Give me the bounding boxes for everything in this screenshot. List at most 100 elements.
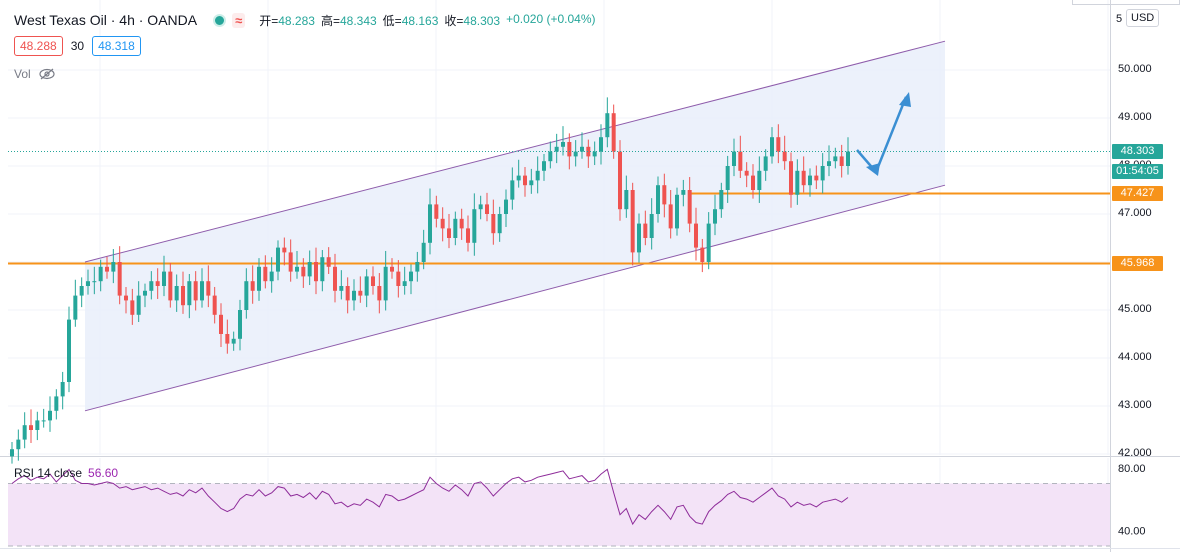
candle-body: [181, 286, 185, 306]
price-axis-tick: 45.000: [1118, 303, 1152, 315]
projection-arrows[interactable]: [856, 92, 911, 176]
low-label: 低=: [382, 13, 402, 28]
candle-body: [599, 137, 603, 152]
candle-body: [820, 166, 825, 181]
candle-body: [364, 276, 369, 296]
candle-body: [244, 281, 249, 310]
candle-body: [751, 175, 755, 190]
candle-body: [301, 266, 306, 277]
high-label: 高=: [320, 13, 340, 28]
candle-body: [345, 286, 350, 301]
candle-body: [447, 228, 451, 238]
candle-body: [174, 286, 179, 301]
level-lower-tag: 45.968: [1112, 256, 1163, 271]
candle-body: [16, 439, 21, 450]
candle-body: [687, 190, 692, 224]
candle-body: [776, 137, 781, 152]
candle-body: [339, 286, 344, 291]
candle-body: [554, 146, 559, 152]
price-axis-tick: 43.000: [1118, 399, 1152, 411]
rsi-band: [8, 483, 1110, 546]
candle-body: [48, 410, 52, 421]
candle-body: [396, 271, 401, 286]
candle-body: [472, 209, 477, 243]
volume-label: Vol: [14, 67, 31, 81]
candle-body: [649, 214, 654, 238]
candle-body: [459, 218, 464, 229]
trend-channel[interactable]: [84, 40, 946, 412]
change-value: +0.020 (+0.04%): [506, 11, 596, 26]
candle-body: [801, 170, 806, 186]
rsi-pane: 80.00 40.00: [8, 463, 1146, 547]
candle-body: [35, 420, 40, 430]
candle-body: [466, 228, 470, 243]
chart-header: West Texas Oil · 4h · OANDA ≈ 开=48.283 高…: [14, 10, 596, 30]
candle-body: [808, 175, 812, 186]
candle-body: [282, 247, 287, 253]
candle-body: [206, 281, 211, 296]
open-label: 开=: [259, 13, 279, 28]
candle-body: [238, 310, 242, 339]
candle-body: [814, 175, 819, 181]
candle-body: [504, 199, 508, 214]
candle-body: [719, 190, 724, 210]
candle-body: [542, 161, 546, 171]
candle-body: [694, 223, 698, 248]
spread-value: 30: [70, 39, 85, 53]
candle-body: [630, 190, 635, 253]
candle-body: [637, 223, 641, 253]
candle-body: [453, 218, 458, 238]
candle-body: [41, 420, 46, 422]
data-delay-icon: ≈: [232, 12, 246, 28]
hidden-eye-icon[interactable]: [39, 68, 55, 80]
candle-body: [136, 295, 141, 315]
candle-body: [516, 175, 521, 181]
candle-body: [700, 247, 705, 262]
rsi-label: RSI 14 close: [14, 466, 83, 480]
axis-partial-top-label: 5: [1116, 13, 1123, 25]
candle-body: [523, 175, 527, 186]
candle-body: [846, 151, 850, 166]
candle-body: [675, 194, 679, 229]
close-value: 48.303: [463, 13, 501, 28]
level-upper-tag: 47.427: [1112, 186, 1163, 201]
arrow-head-down-icon: [866, 163, 880, 176]
candle-body: [124, 295, 128, 301]
candle-body: [421, 242, 426, 262]
candle-body: [98, 266, 103, 282]
candle-body: [390, 266, 394, 272]
rsi-legend[interactable]: RSI 14 close 56.60: [14, 466, 118, 480]
candle-body: [60, 382, 65, 397]
rsi-axis-tick: 80.00: [1118, 463, 1146, 475]
candle-body: [757, 170, 762, 190]
buy-button[interactable]: 48.318: [92, 36, 141, 56]
candle-body: [86, 281, 90, 286]
candle-body: [529, 180, 534, 186]
price-axis-tick: 42.000: [1118, 447, 1152, 459]
price-axis-tick: 49.000: [1118, 111, 1152, 123]
candle-body: [352, 290, 356, 301]
symbol-title[interactable]: West Texas Oil · 4h · OANDA: [14, 12, 198, 28]
candle-body: [162, 271, 166, 286]
candle-body: [725, 166, 730, 190]
open-value: 48.283: [278, 13, 315, 28]
candle-body: [111, 262, 116, 272]
candle-body: [478, 204, 483, 210]
candle-body: [592, 151, 597, 157]
high-value: 48.343: [339, 13, 377, 28]
candle-body: [833, 156, 838, 162]
price-axis-tick: 50.000: [1118, 63, 1152, 75]
arrow-head-up-icon: [899, 92, 911, 107]
channel-lower-line: [84, 184, 946, 412]
candle-body: [263, 266, 268, 282]
currency-button[interactable]: USD: [1126, 9, 1160, 27]
sell-button[interactable]: 48.288: [14, 36, 63, 56]
candle-body: [713, 209, 717, 224]
candle-body: [155, 281, 160, 286]
candle-body: [789, 161, 793, 195]
volume-legend[interactable]: Vol: [14, 67, 55, 81]
candle-body: [257, 266, 261, 291]
candle-body: [567, 142, 572, 157]
candle-body: [117, 262, 122, 296]
